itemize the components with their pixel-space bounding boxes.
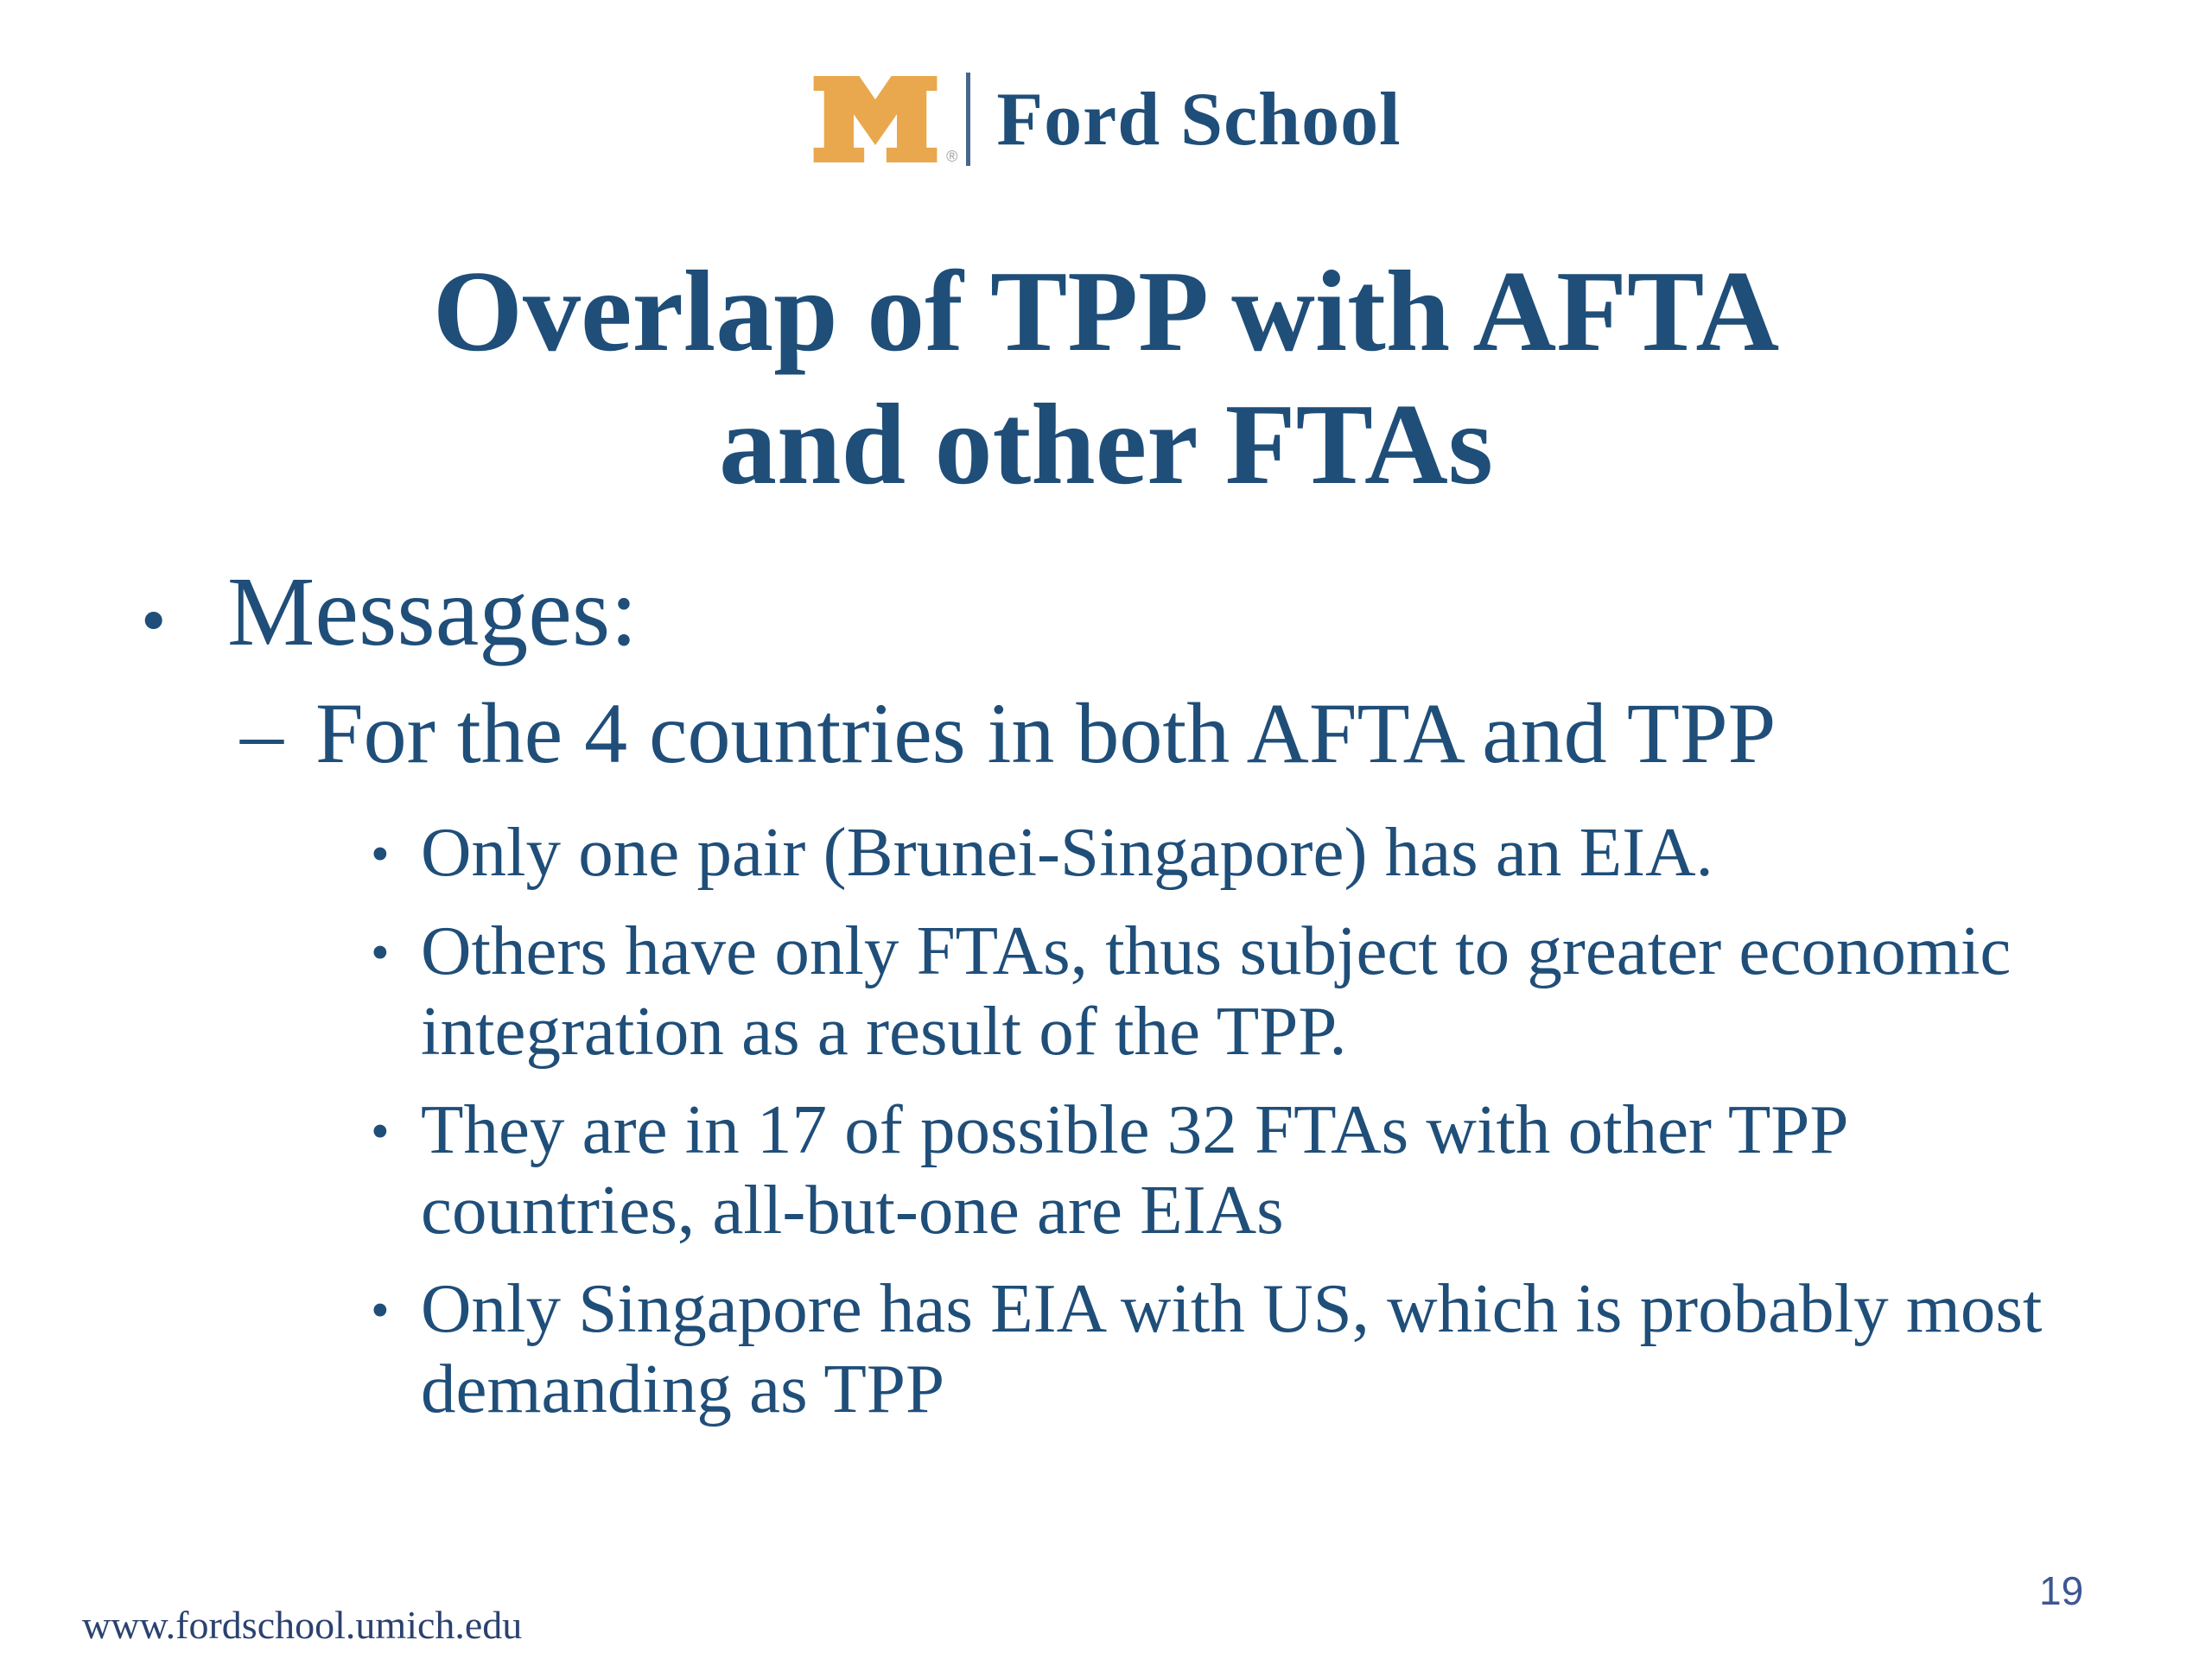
- bullet-dot-icon: •: [371, 1103, 390, 1161]
- page-number: 19: [2039, 1568, 2084, 1613]
- list-item: • Only one pair (Brunei-Singapore) has a…: [0, 812, 2212, 893]
- bullet-level-1-text: Messages:: [227, 556, 638, 666]
- bullet-dot-icon: •: [141, 581, 167, 661]
- bullet-dot-icon: •: [371, 1281, 390, 1340]
- slide-title: Overlap of TPP with AFTA and other FTAs: [0, 245, 2212, 511]
- bullet-level-3-text: Only Singapore has EIA with US, which is…: [421, 1269, 2043, 1427]
- bullet-level-2: – For the 4 countries in both AFTA and TP…: [0, 677, 2212, 790]
- bullet-dot-icon: •: [371, 825, 390, 884]
- list-item: • Others have only FTAs, thus subject to…: [0, 911, 2212, 1071]
- list-item: • Only Singapore has EIA with US, which …: [0, 1268, 2212, 1429]
- bullet-level-3-text: Only one pair (Brunei-Singapore) has an …: [421, 813, 1713, 891]
- slide-body: • Messages: – For the 4 countries in both …: [0, 556, 2212, 1447]
- bullet-level-3-list: • Only one pair (Brunei-Singapore) has a…: [0, 812, 2212, 1429]
- registered-trademark-symbol: ®: [946, 148, 958, 165]
- bullet-level-2-text: For the 4 countries in both AFTA and TPP: [315, 685, 1777, 781]
- title-line-2: and other FTAs: [719, 380, 1493, 508]
- logo-divider: [966, 73, 971, 166]
- bullet-dot-icon: •: [371, 924, 390, 982]
- bullet-level-3-text: Others have only FTAs, thus subject to g…: [421, 912, 2012, 1070]
- bullet-level-3-text: They are in 17 of possible 32 FTAs with …: [421, 1090, 1847, 1249]
- ford-school-wordmark: Ford School: [996, 77, 1402, 162]
- logo: ® Ford School: [0, 73, 2212, 166]
- bullet-level-1: • Messages:: [0, 556, 2212, 677]
- dash-icon: –: [240, 685, 283, 781]
- footer-url: www.fordschool.umich.edu: [82, 1603, 523, 1647]
- michigan-block-m-icon: ®: [810, 76, 957, 165]
- list-item: • They are in 17 of possible 32 FTAs wit…: [0, 1090, 2212, 1250]
- title-line-1: Overlap of TPP with AFTA: [432, 247, 1780, 375]
